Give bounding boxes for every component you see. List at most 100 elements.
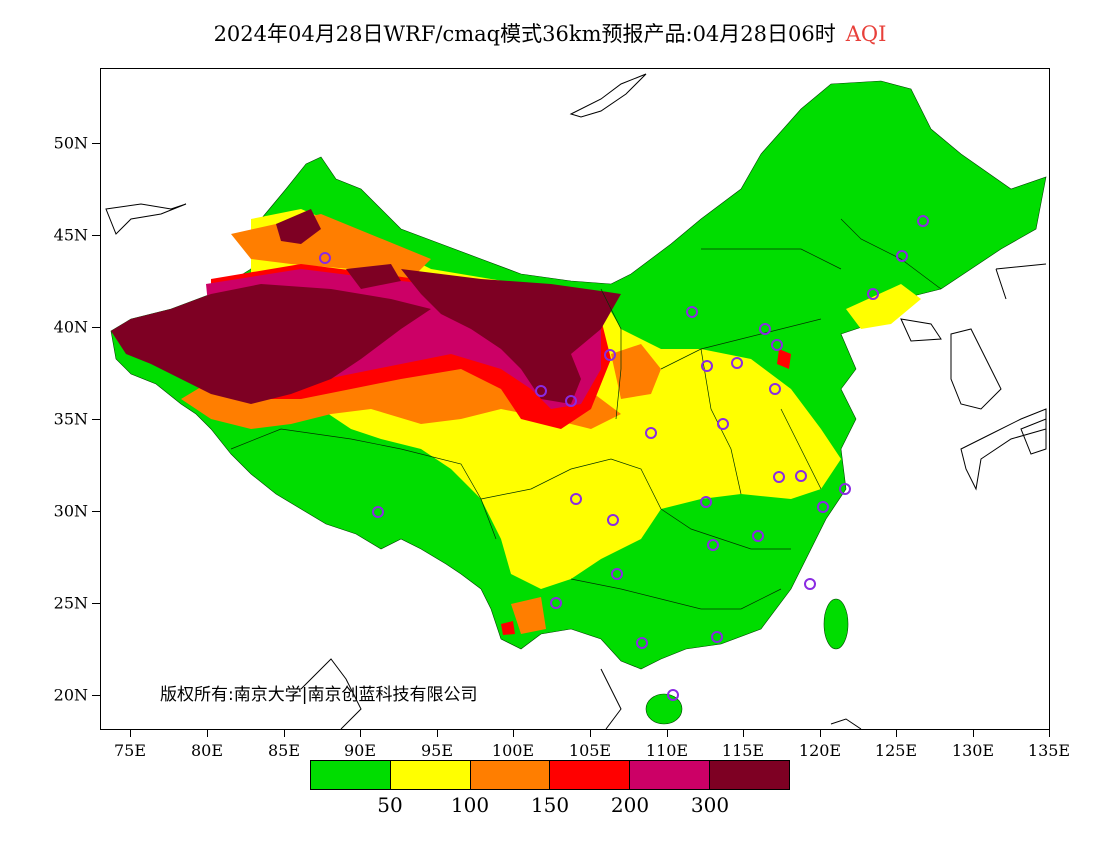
region-yellow-ne [846,284,921,329]
station-marker [570,493,582,505]
station-marker [896,250,908,262]
coastlines [105,73,1047,729]
lon-label-115e: 115E [721,741,765,760]
station-marker [645,427,657,439]
station-markers [319,215,929,701]
lat-label-20n: 20N [53,685,88,705]
lat-tick [92,695,100,696]
lat-tick [92,143,100,144]
region-orange-east [611,344,661,399]
lat-tick [92,419,100,420]
legend-swatch-0 [311,761,391,789]
title-variable: AQI [845,22,887,46]
station-marker [752,530,764,542]
legend-swatch-4 [630,761,711,789]
lat-tick [92,603,100,604]
legend-swatch-1 [390,761,471,789]
legend-label-50: 50 [377,793,403,817]
lat-tick [92,327,100,328]
station-marker [372,506,384,518]
legend-swatch-2 [470,761,551,789]
region-red-east [777,349,791,369]
aqi-map [105,73,1047,729]
lon-tick [667,730,668,737]
station-marker [700,496,712,508]
legend-label-100: 100 [450,793,490,817]
station-marker [867,288,879,300]
region-maroon-gobi [401,269,621,404]
station-marker [686,306,698,318]
lon-label-135e: 135E [1027,741,1071,760]
lon-tick [437,730,438,737]
station-marker [817,501,829,513]
lon-tick [1049,730,1050,737]
station-marker [607,514,619,526]
legend-swatch-3 [550,761,631,789]
region-maroon-tarim [111,284,431,404]
lat-label-25n: 25N [53,593,88,613]
map-title: 2024年04月28日WRF/cmaq模式36km预报产品:04月28日06时 A… [0,18,1100,48]
lon-tick [590,730,591,737]
aqi-legend [310,760,790,790]
lon-label-95e: 95E [420,741,454,760]
lat-tick [92,511,100,512]
lon-tick [284,730,285,737]
lon-label-80e: 80E [190,741,224,760]
lat-label-30n: 30N [53,501,88,521]
station-marker [604,349,616,361]
legend-label-150: 150 [530,793,570,817]
lon-label-85e: 85E [267,741,301,760]
lon-label-130e: 130E [951,741,995,760]
lat-label-40n: 40N [53,317,88,337]
lon-label-90e: 90E [343,741,377,760]
lon-tick [207,730,208,737]
station-marker [839,483,851,495]
region-hainan [645,693,683,725]
lon-tick [513,730,514,737]
station-marker [731,357,743,369]
station-marker [795,470,807,482]
lon-tick [973,730,974,737]
lon-label-105e: 105E [568,741,612,760]
station-marker [769,383,781,395]
lat-label-50n: 50N [53,133,88,153]
region-maroon-east-xj [346,264,401,289]
station-marker [771,339,783,351]
lon-label-125e: 125E [874,741,918,760]
lon-tick [360,730,361,737]
region-orange-sw [511,597,546,634]
station-marker [535,385,547,397]
lat-tick [92,235,100,236]
copyright-notice: 版权所有:南京大学|南京创蓝科技有限公司 [160,685,478,705]
lon-label-75e: 75E [113,741,147,760]
legend-label-300: 300 [690,793,730,817]
station-marker [717,418,729,430]
station-marker [550,597,562,609]
lat-label-35n: 35N [53,409,88,429]
station-marker [773,471,785,483]
station-marker [565,395,577,407]
station-marker [319,252,331,264]
station-marker [701,360,713,372]
region-maroon-dzungaria [276,209,321,244]
lon-tick [130,730,131,737]
lon-tick [743,730,744,737]
station-marker [804,578,816,590]
station-marker [636,637,648,649]
region-taiwan [823,598,849,650]
station-marker [611,568,623,580]
station-marker [667,689,679,701]
region-red-sw [501,621,515,635]
lon-tick [896,730,897,737]
station-marker [711,631,723,643]
lat-label-45n: 45N [53,225,88,245]
lon-label-100e: 100E [491,741,535,760]
title-main: 2024年04月28日WRF/cmaq模式36km预报产品:04月28日06时 [213,22,836,46]
lon-label-120e: 120E [798,741,842,760]
legend-swatch-5 [710,761,789,789]
lon-tick [820,730,821,737]
map-panel [100,68,1050,730]
station-marker [759,323,771,335]
station-marker [917,215,929,227]
station-marker [707,539,719,551]
